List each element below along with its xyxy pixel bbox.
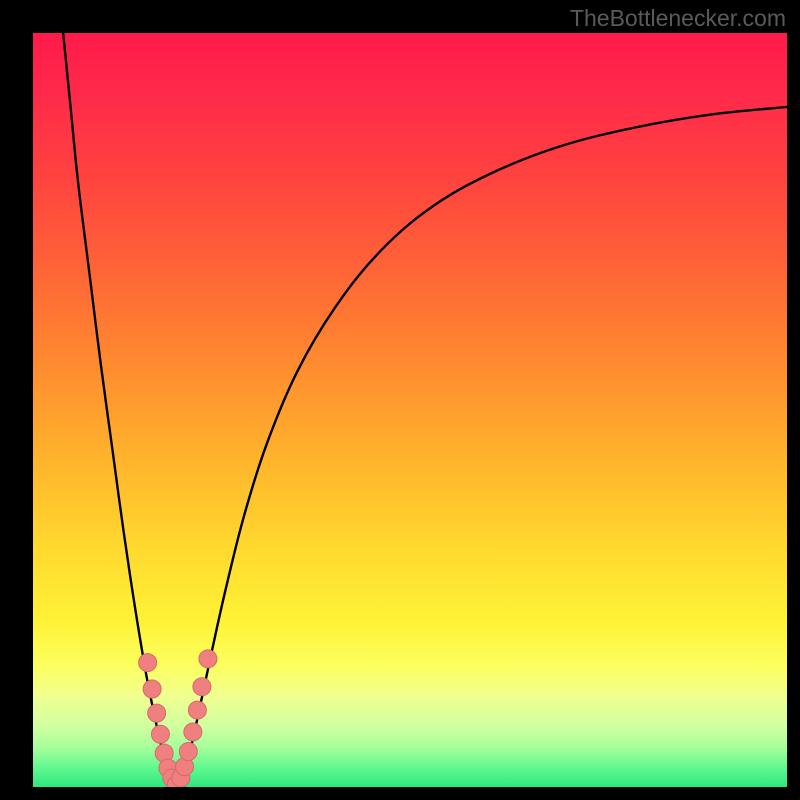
data-marker <box>148 704 166 722</box>
data-marker <box>193 678 211 696</box>
data-marker <box>151 725 169 743</box>
data-marker <box>184 723 202 741</box>
bottleneck-curve-chart <box>0 0 800 800</box>
data-marker <box>139 654 157 672</box>
data-marker <box>188 701 206 719</box>
watermark-text: TheBottlenecker.com <box>570 5 786 32</box>
data-marker <box>143 680 161 698</box>
data-marker <box>199 650 217 668</box>
data-marker <box>179 743 197 761</box>
chart-frame: TheBottlenecker.com <box>0 0 800 800</box>
